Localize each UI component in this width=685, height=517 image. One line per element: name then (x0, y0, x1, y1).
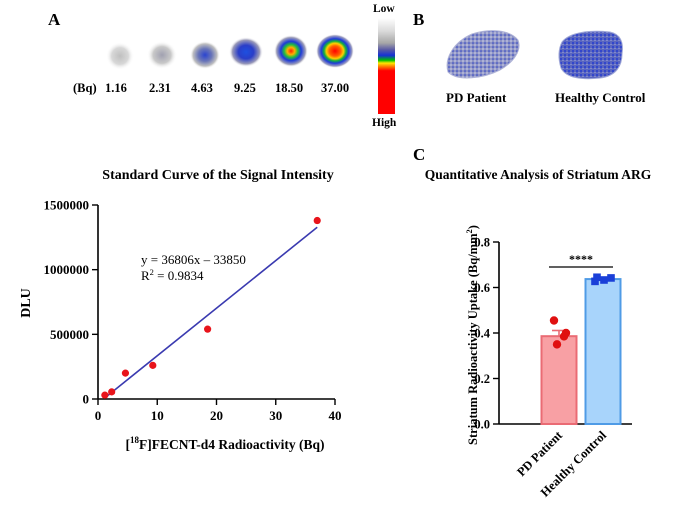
data-point (149, 361, 157, 369)
healthy-striatum-image (558, 30, 623, 80)
individual-point (607, 274, 615, 282)
scatter-ylabel: DLU (19, 288, 34, 318)
bar-chart-title: Quantitative Analysis of Striatum ARG (425, 167, 652, 182)
bq-value: 37.00 (321, 81, 350, 95)
data-point (204, 325, 212, 333)
pd-patient-label: PD Patient (446, 90, 507, 105)
scatter-plot-area: 0 10 20 30 40 0 500000 1000000 1500000 (44, 198, 342, 424)
bq-value: 1.16 (105, 81, 127, 95)
individual-point (549, 316, 559, 325)
individual-point (561, 328, 571, 338)
individual-point (591, 277, 599, 286)
fit-line (104, 226, 318, 399)
individual-point (600, 276, 608, 284)
fit-equation: y = 36806x – 33850 (141, 252, 246, 267)
fit-r-squared: R2 = 0.9834 (141, 267, 204, 283)
signal-spot-1 (106, 42, 134, 70)
colorbar-scale (378, 18, 395, 114)
bq-value: 9.25 (234, 81, 256, 95)
y-tick-label: 0 (83, 392, 90, 407)
panel-a-letter: A (48, 10, 61, 29)
bar-ylabel: Striatum Radioactivity Uptake (Bq/mm2) (464, 225, 480, 445)
bar-y-tick-label: 0.6 (474, 281, 490, 295)
striatum-uptake-chart: Quantitative Analysis of Striatum ARG St… (425, 167, 652, 500)
signal-spot-6 (316, 34, 354, 68)
x-tick-label: 20 (210, 408, 223, 423)
bq-value: 2.31 (149, 81, 171, 95)
panel-c-letter: C (413, 145, 426, 164)
bq-value: 18.50 (275, 81, 304, 95)
scatter-xlabel: [18F]FECNT-d4 Radioactivity (Bq) (125, 435, 324, 452)
signal-spot-row (106, 34, 354, 70)
y-tick-label: 1000000 (44, 262, 90, 277)
x-tick-label: 30 (269, 408, 282, 423)
bar-y-tick-label: 0.2 (474, 372, 490, 386)
x-tick-label: 10 (151, 408, 164, 423)
signal-spot-4 (229, 37, 263, 67)
signal-spot-3 (190, 41, 220, 69)
healthy-control-label: Healthy Control (555, 90, 646, 105)
x-tick-label: 0 (95, 408, 102, 423)
standard-curve-title: Standard Curve of the Signal Intensity (102, 168, 333, 183)
data-point (101, 391, 109, 399)
individual-point (593, 273, 601, 282)
pd-striatum-image (446, 30, 520, 79)
bar (584, 278, 622, 425)
bq-value: 4.63 (191, 81, 213, 95)
bar (540, 335, 578, 425)
x-tick-label: 40 (329, 408, 342, 423)
bar-y-tick-label: 0.0 (474, 418, 490, 432)
signal-spot-2 (147, 41, 177, 69)
bar-y-tick-label: 0.4 (474, 327, 490, 341)
colorbar-high-label: High (372, 117, 397, 129)
striatum-images (446, 30, 623, 80)
individual-point (552, 340, 562, 349)
data-point (121, 369, 130, 377)
bar-y-tick-label: 0.8 (474, 236, 490, 250)
data-point (313, 216, 321, 225)
standard-curve-chart: Standard Curve of the Signal Intensity D… (19, 168, 342, 452)
signal-spot-5 (274, 35, 308, 67)
bq-unit-label: (Bq) (73, 81, 97, 95)
data-point (108, 388, 116, 396)
significance-label: **** (569, 252, 593, 266)
y-tick-label: 500000 (50, 327, 89, 342)
colorbar-low-label: Low (373, 3, 395, 15)
y-tick-label: 1500000 (44, 198, 90, 213)
panel-b-letter: B (413, 10, 425, 29)
